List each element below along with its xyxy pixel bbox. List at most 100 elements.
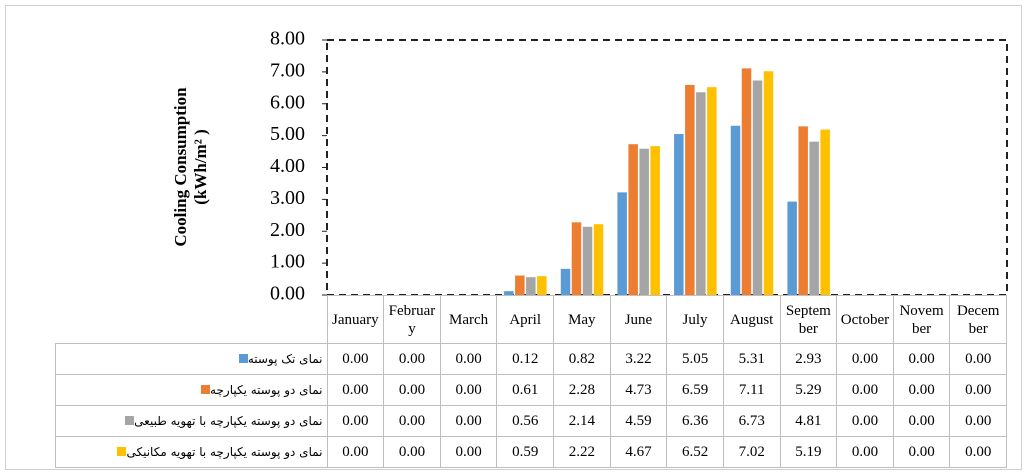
category-label: February [383, 295, 441, 344]
bar [582, 226, 593, 295]
y-tick-label: 4.00 [270, 155, 305, 177]
value-label: 0.00 [836, 405, 894, 437]
category-label: July [666, 295, 724, 344]
value-label: 0.00 [383, 374, 441, 406]
y-tick-label: 7.00 [270, 59, 305, 81]
value-label: 0.00 [836, 374, 894, 406]
value-label: 4.67 [609, 436, 668, 468]
bar [639, 148, 649, 295]
value-label: 6.73 [722, 405, 781, 437]
value-label: 0.82 [553, 343, 611, 375]
value-label: 0.00 [326, 374, 385, 406]
legend-key [125, 416, 135, 425]
legend-key [201, 385, 211, 394]
value-label: 0.00 [949, 374, 1007, 406]
value-label: 7.11 [722, 374, 781, 406]
legend-label: نمای تک پوسته [247, 352, 323, 366]
bar [504, 291, 514, 295]
bar [820, 129, 830, 295]
y-label-line: Cooling Consumption [171, 87, 190, 247]
value-label: 0.00 [439, 405, 498, 437]
bar [707, 87, 717, 295]
y-tick-label: 3.00 [270, 187, 305, 209]
category-label: January [326, 295, 385, 344]
value-label: 0.59 [496, 436, 554, 468]
value-label: 2.28 [553, 374, 611, 406]
bar [674, 134, 684, 295]
value-label: 0.00 [439, 343, 498, 375]
value-label: 0.00 [949, 405, 1007, 437]
value-label: 2.22 [553, 436, 611, 468]
value-label: 4.81 [779, 405, 838, 437]
value-label: 7.02 [722, 436, 781, 468]
legend-label: نمای دو پوسته یکپارچه با تهویه طبیعی [134, 414, 323, 428]
value-label: 3.22 [609, 343, 668, 375]
value-label: 0.00 [326, 405, 385, 437]
data-table: January February March April May June July Augu… [55, 295, 1007, 468]
value-label: 5.19 [779, 436, 838, 468]
legend-key [238, 354, 248, 363]
value-label: 2.93 [779, 343, 838, 375]
value-label: 0.00 [836, 436, 894, 468]
bar [571, 222, 582, 295]
category-label: October [836, 295, 894, 344]
value-label: 0.00 [383, 436, 441, 468]
value-label: 0.00 [326, 343, 385, 375]
value-label: 0.00 [439, 374, 498, 406]
y-axis-title: Cooling Consumption (kWh/m² ) [171, 87, 210, 247]
value-label: 6.59 [666, 374, 724, 406]
table-row: نمای دو پوسته یکپارچه 0.00 0.00 0.00 0.61 2.2… [55, 374, 1007, 406]
value-label: 6.52 [666, 436, 724, 468]
value-label: 0.00 [949, 436, 1007, 468]
legend-cell: نمای دو پوسته یکپارچه با تهویه مکانیکی [55, 436, 328, 468]
value-label: 4.59 [609, 405, 668, 437]
category-label: September [779, 295, 838, 344]
bar [650, 146, 660, 295]
legend-label: نمای دو پوسته یکپارچه با تهویه مکانیکی [126, 445, 323, 459]
corner-cell [55, 295, 328, 344]
plot-area [326, 39, 1008, 296]
value-label: 0.00 [892, 436, 951, 468]
bar [526, 277, 536, 295]
value-label: 0.00 [949, 343, 1007, 375]
category-label: June [609, 295, 668, 344]
legend-cell: نمای تک پوسته [55, 343, 328, 375]
bar [696, 92, 706, 296]
value-label: 5.29 [779, 374, 838, 406]
y-tick-label: 6.00 [270, 91, 305, 113]
category-label: December [949, 295, 1007, 344]
category-label: May [553, 295, 611, 344]
bar [685, 84, 695, 295]
value-label: 0.00 [892, 374, 951, 406]
legend-cell: نمای دو پوسته یکپارچه با تهویه طبیعی [55, 405, 328, 437]
value-label: 0.00 [892, 405, 951, 437]
y-tick-label: 5.00 [270, 123, 305, 145]
y-tick-label: 2.00 [270, 219, 305, 241]
value-label: 0.12 [496, 343, 554, 375]
bar [730, 125, 741, 296]
chart-frame [5, 5, 1022, 470]
table-row: نمای تک پوسته 0.00 0.00 0.00 0.12 0.82 3.22 5.0… [55, 343, 1007, 375]
category-label: April [496, 295, 554, 344]
value-label: 4.73 [609, 374, 668, 406]
bar [515, 275, 525, 295]
table-header-row: January February March April May June July Augu… [55, 295, 1007, 344]
value-label: 0.61 [496, 374, 554, 406]
bar [798, 126, 808, 295]
category-label: March [439, 295, 498, 344]
value-label: 0.00 [892, 343, 951, 375]
value-label: 0.00 [326, 436, 385, 468]
y-label-line: (kWh/m² ) [191, 129, 210, 204]
value-label: 5.05 [666, 343, 724, 375]
bar [628, 144, 638, 295]
value-label: 0.00 [439, 436, 498, 468]
legend-label: نمای دو پوسته یکپارچه [210, 383, 323, 397]
value-label: 0.56 [496, 405, 554, 437]
legend-key [117, 447, 127, 456]
value-label: 5.31 [722, 343, 781, 375]
category-label: August [722, 295, 781, 344]
legend-cell: نمای دو پوسته یکپارچه [55, 374, 328, 406]
value-label: 0.00 [383, 343, 441, 375]
